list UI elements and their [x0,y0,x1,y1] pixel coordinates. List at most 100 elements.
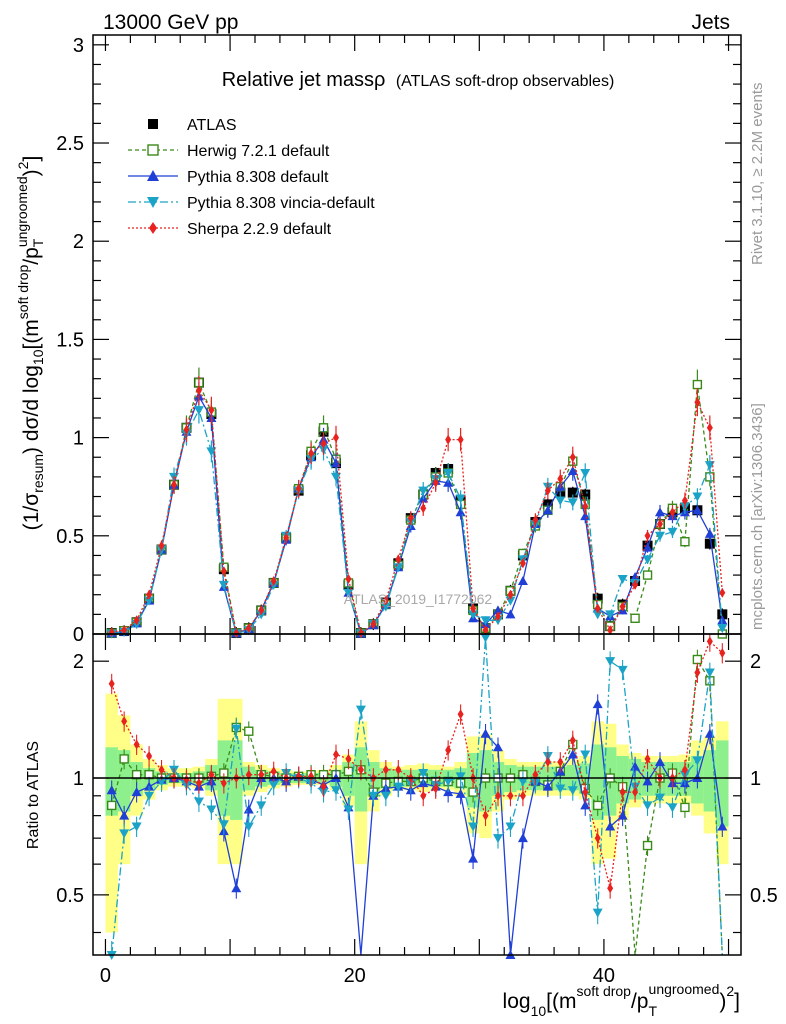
data-point [569,735,576,746]
legend-entry: ATLAS [148,117,237,134]
y-tick-label: 2.5 [56,133,84,155]
data-point [644,753,651,764]
data-point [607,625,614,636]
data-point [331,786,341,796]
data-point [517,777,528,787]
y-axis-label-part: ) [20,169,43,176]
side-label-source: mcplots.cern.ch [arXiv:1306.3436] [749,403,766,630]
data-point [245,623,252,634]
data-point [343,805,354,815]
band-green-bin [117,750,131,812]
data-point [667,803,678,813]
data-point [692,505,703,515]
y-axis-label-sup: ungroomed [14,176,30,247]
data-point [580,489,591,500]
y-axis-label-sub: T [30,238,46,247]
data-point [133,739,140,750]
data-point [592,593,603,604]
data-point [320,781,327,792]
data-point [445,745,452,756]
data-point [555,784,566,794]
band-green-bin [703,750,717,812]
series-line-3 [111,408,723,635]
data-point [717,609,728,620]
data-point [457,709,464,720]
data-point [468,853,479,863]
data-point [681,764,688,775]
data-point [719,587,726,598]
data-point [357,628,364,639]
data-point [270,575,277,586]
data-point [121,625,128,636]
data-point [680,536,690,547]
ratio-tick-label: 1 [73,768,84,790]
data-point [605,657,616,667]
data-point [368,791,379,801]
data-point [567,487,578,498]
data-point [206,805,217,815]
data-point [420,790,427,801]
data-point [457,434,464,445]
data-point [183,774,190,785]
data-point [108,678,115,689]
data-point [592,908,603,918]
legend-label: Pythia 8.308 vincia-default [187,195,375,212]
data-point [258,605,265,616]
data-point [147,170,159,181]
legend-entry: Pythia 8.308 vincia-default [128,195,375,212]
data-point [519,790,526,801]
data-point [655,756,665,766]
y-axis-label-sup: 2 [15,161,31,169]
data-point [655,531,665,541]
ratio-y-axis-label: Ratio to ATLAS [25,741,42,849]
data-point [681,495,688,506]
data-point [567,786,578,796]
ratio-tick-label-right: 1 [750,768,761,790]
data-point [692,654,703,665]
x-tick-label: 20 [344,965,366,987]
data-point [468,822,479,832]
data-point [669,507,676,518]
series-line-4 [111,388,723,635]
data-point [605,821,616,831]
data-point [617,575,628,585]
data-point [517,833,528,843]
data-point [432,477,439,488]
data-point [206,447,217,457]
data-point [208,769,215,780]
data-point [607,883,614,894]
data-point [657,519,663,530]
x-axis-label-part: [(m [546,990,576,1013]
data-point [580,800,591,810]
data-point [380,602,391,612]
data-point [345,574,352,585]
data-point [655,793,665,803]
data-point [357,764,364,775]
data-point [195,778,202,789]
data-point [555,496,566,506]
data-point [395,764,402,775]
legend: ATLAS Herwig 7.2.1 default Pythia 8.308 de… [128,117,375,238]
data-point [642,570,653,580]
data-point [704,668,715,678]
data-point [507,790,514,801]
data-point [158,540,165,551]
data-point [582,501,589,512]
y-axis-label-part: ] [20,156,43,162]
data-point [119,810,130,820]
data-point [619,601,626,612]
data-point [295,771,302,782]
y-axis-label-part: ) dσ/d log [20,365,43,454]
x-tick-label: 0 [100,965,111,987]
data-point [308,448,315,459]
data-point [393,782,404,792]
data-point [418,486,429,496]
data-point [147,144,159,156]
data-point [147,197,159,208]
band-green-bin [716,740,729,827]
data-point [233,628,240,639]
data-point [505,822,516,832]
data-point [680,802,690,813]
x-axis-label-part: ] [734,990,740,1013]
